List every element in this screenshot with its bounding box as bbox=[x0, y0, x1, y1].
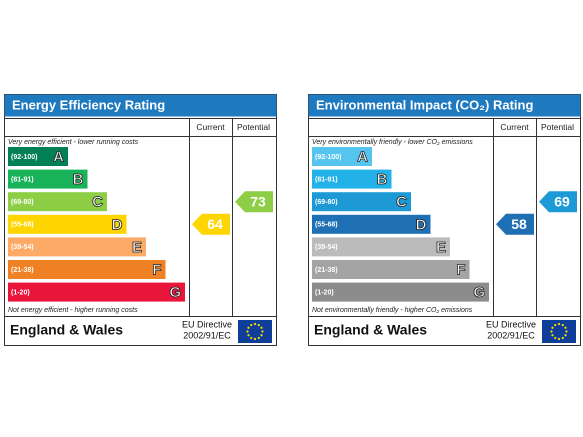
panel-title: Energy Efficiency Rating bbox=[12, 97, 165, 112]
band-range: (55-68) bbox=[315, 222, 338, 229]
eu-star bbox=[260, 334, 263, 337]
band-letter: B bbox=[73, 171, 84, 188]
rating-band bbox=[8, 282, 185, 302]
rating-arrow bbox=[496, 213, 534, 235]
rating-band bbox=[8, 169, 88, 189]
epc-panel: Environmental Impact (CO₂) Rating Current… bbox=[308, 94, 581, 346]
column-header: Current bbox=[500, 122, 529, 132]
rating-band bbox=[312, 214, 431, 234]
bottom-note: Not energy efficient - higher running co… bbox=[8, 307, 138, 314]
rating-value: 73 bbox=[250, 193, 266, 209]
band-letter: A bbox=[357, 148, 368, 165]
rating-band bbox=[312, 237, 450, 257]
band-letter: D bbox=[416, 216, 427, 233]
title-bar bbox=[4, 94, 277, 117]
eu-star bbox=[250, 323, 253, 327]
band-range: (69-80) bbox=[11, 199, 34, 206]
rating-band bbox=[312, 192, 411, 212]
eu-flag bbox=[542, 320, 576, 343]
footer-directive: EU Directive bbox=[486, 319, 536, 329]
eu-star bbox=[250, 336, 253, 340]
eu-star bbox=[253, 337, 257, 341]
eu-star bbox=[557, 322, 561, 326]
band-letter: E bbox=[132, 239, 142, 256]
title-bar bbox=[308, 94, 581, 117]
eu-flag bbox=[238, 320, 272, 343]
bottom-note: Not environmentally friendly - higher CO… bbox=[312, 307, 473, 314]
band-range: (81-91) bbox=[315, 176, 338, 183]
footer-directive: EU Directive bbox=[182, 319, 232, 329]
eu-star bbox=[253, 322, 257, 326]
footer-region: England & Wales bbox=[10, 322, 123, 338]
column-header: Current bbox=[196, 122, 225, 132]
eu-star bbox=[565, 330, 568, 333]
rating-band bbox=[8, 260, 166, 279]
rating-band bbox=[312, 282, 489, 302]
eu-star bbox=[564, 334, 567, 337]
eu-star bbox=[247, 334, 250, 337]
rating-value: 58 bbox=[511, 216, 527, 232]
top-note: Very environmentally friendly - lower CO… bbox=[312, 139, 473, 146]
rating-band bbox=[312, 260, 470, 279]
eu-star bbox=[261, 330, 264, 333]
rating-arrow bbox=[539, 191, 577, 213]
eu-star bbox=[246, 330, 249, 333]
band-letter: A bbox=[53, 148, 64, 165]
column-header: Potential bbox=[541, 122, 574, 132]
column-header: Potential bbox=[237, 122, 270, 132]
rating-band bbox=[312, 147, 372, 166]
eu-star bbox=[554, 336, 557, 340]
band-letter: G bbox=[473, 284, 485, 301]
band-letter: F bbox=[152, 261, 161, 278]
band-range: (1-20) bbox=[315, 289, 334, 296]
footer-region: England & Wales bbox=[314, 322, 427, 338]
eu-star bbox=[561, 336, 564, 340]
rating-band bbox=[8, 147, 68, 166]
eu-star bbox=[257, 323, 260, 327]
band-range: (55-68) bbox=[11, 222, 34, 229]
rating-band bbox=[312, 169, 392, 189]
rating-band bbox=[8, 237, 146, 257]
epc-panel: Energy Efficiency Rating Current Potential… bbox=[4, 94, 277, 346]
rating-band bbox=[8, 214, 127, 234]
band-range: (21-38) bbox=[315, 267, 338, 274]
rating-band bbox=[8, 192, 107, 212]
band-range: (81-91) bbox=[11, 176, 34, 183]
top-note: Very energy efficient - lower running co… bbox=[8, 139, 139, 146]
band-letter: C bbox=[92, 194, 103, 211]
band-letter: F bbox=[456, 261, 465, 278]
rating-arrow bbox=[235, 191, 273, 213]
band-letter: C bbox=[396, 194, 407, 211]
band-range: (69-80) bbox=[315, 199, 338, 206]
eu-star bbox=[557, 337, 561, 341]
eu-star bbox=[550, 330, 553, 333]
band-range: (1-20) bbox=[11, 289, 30, 296]
footer-directive: 2002/91/EC bbox=[487, 330, 535, 340]
eu-star bbox=[554, 323, 557, 327]
band-range: (39-54) bbox=[11, 244, 34, 251]
band-letter: E bbox=[436, 239, 446, 256]
band-range: (39-54) bbox=[315, 244, 338, 251]
eu-star bbox=[564, 326, 567, 329]
eu-star bbox=[260, 326, 263, 329]
eu-star bbox=[561, 323, 564, 327]
eu-star bbox=[551, 334, 554, 337]
band-letter: G bbox=[169, 284, 181, 301]
rating-value: 69 bbox=[554, 193, 570, 209]
rating-arrow bbox=[192, 213, 230, 235]
panel-title: Environmental Impact (CO₂) Rating bbox=[316, 97, 533, 112]
band-letter: D bbox=[112, 216, 123, 233]
eu-star bbox=[247, 326, 250, 329]
rating-value: 64 bbox=[207, 216, 223, 232]
eu-star bbox=[257, 336, 260, 340]
band-range: (92-100) bbox=[315, 154, 341, 161]
band-letter: B bbox=[377, 171, 388, 188]
band-range: (21-38) bbox=[11, 267, 34, 274]
footer-directive: 2002/91/EC bbox=[183, 330, 231, 340]
eu-star bbox=[551, 326, 554, 329]
band-range: (92-100) bbox=[11, 154, 37, 161]
